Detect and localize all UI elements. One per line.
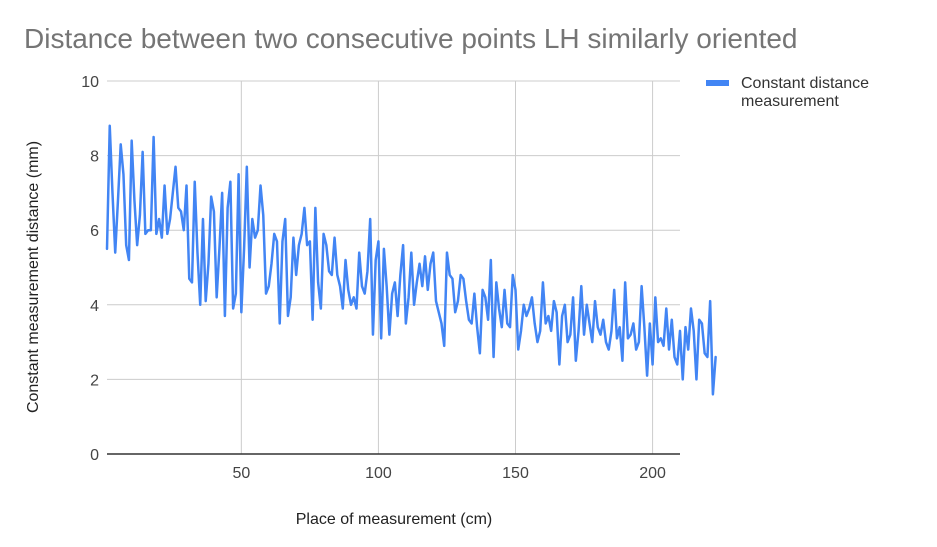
y-tick-label: 8 [90, 149, 99, 166]
y-tick-label: 6 [90, 223, 99, 240]
x-tick-label: 200 [639, 465, 666, 482]
y-axis-ticks: 0 2 4 6 8 10 [81, 74, 99, 464]
y-tick-label: 10 [81, 74, 99, 91]
x-tick-label: 50 [232, 465, 250, 482]
legend-label-line-2: measurement [741, 93, 839, 110]
series-line-constant-distance[interactable] [105, 124, 717, 396]
legend-label-line-1: Constant distance [741, 75, 869, 92]
y-tick-label: 0 [90, 447, 99, 464]
x-axis-ticks: 50 100 150 200 [232, 465, 666, 482]
y-tick-label: 4 [90, 298, 99, 315]
x-tick-label: 100 [365, 465, 392, 482]
y-tick-label: 2 [90, 372, 99, 389]
series-layer [105, 124, 717, 396]
legend[interactable]: Constant distance measurement [706, 75, 869, 110]
chart-title: Distance between two consecutive points … [24, 23, 798, 54]
legend-swatch [706, 80, 729, 86]
x-tick-label: 150 [502, 465, 529, 482]
x-axis-title: Place of measurement (cm) [296, 511, 493, 528]
y-axis-title: Constant measurement distance (mm) [25, 141, 42, 413]
